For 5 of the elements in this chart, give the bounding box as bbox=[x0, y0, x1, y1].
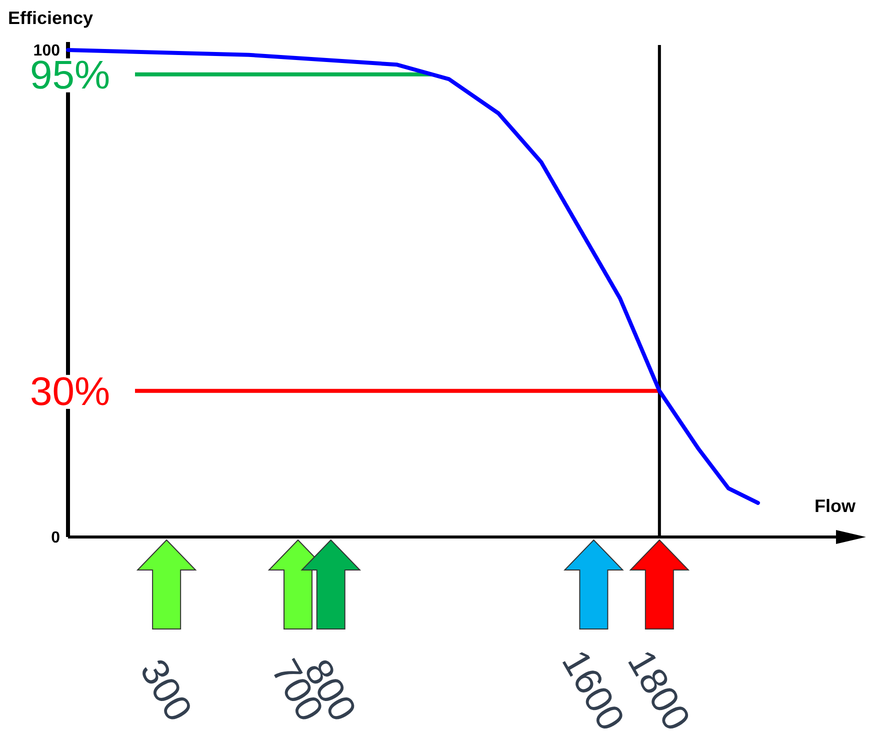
x-tick-label: 300 bbox=[131, 652, 200, 729]
y-axis-title: Efficiency bbox=[8, 8, 94, 28]
y-tick-label: 0 bbox=[51, 530, 60, 547]
ref-line-label: 30% bbox=[30, 370, 110, 414]
x-axis-title: Flow bbox=[814, 496, 856, 516]
